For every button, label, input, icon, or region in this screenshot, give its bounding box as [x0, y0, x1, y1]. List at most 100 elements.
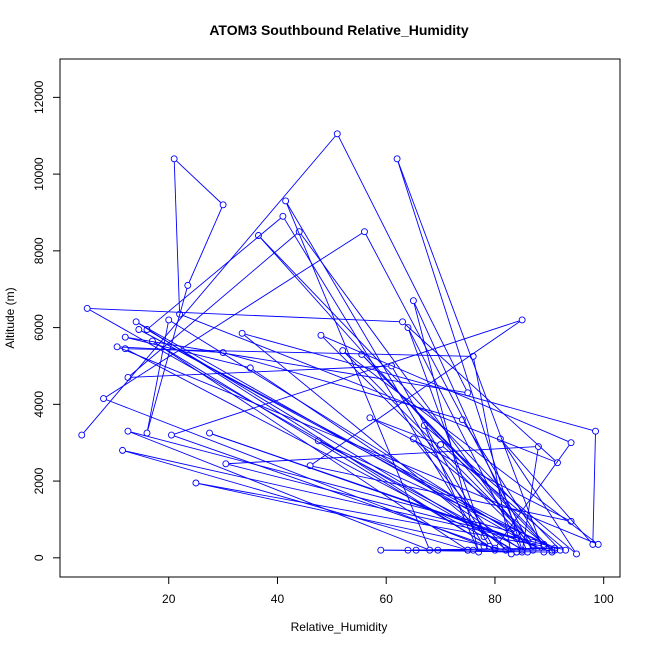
data-point	[143, 429, 151, 437]
data-point	[168, 431, 175, 439]
data-point	[469, 546, 477, 554]
data-point	[409, 435, 417, 443]
series-line-segment	[83, 135, 336, 433]
y-axis-label: Altitude (m)	[3, 287, 17, 348]
series-line-segment	[363, 356, 542, 543]
data-point	[113, 343, 121, 351]
series-line-segment	[120, 346, 220, 353]
data-point	[206, 429, 213, 437]
series-line-segment	[141, 330, 542, 544]
data-point	[567, 517, 575, 525]
data-point	[469, 352, 477, 360]
data-point	[279, 212, 287, 220]
plot-frame	[59, 58, 621, 578]
data-point	[246, 364, 254, 372]
y-axis: 0 2000 4000 6000 8000 10000 12000	[32, 80, 60, 561]
series-line-segment	[171, 321, 542, 551]
data-point	[491, 546, 499, 554]
data-point	[426, 546, 434, 554]
series-line-segment	[463, 422, 543, 544]
data-point	[567, 439, 575, 447]
series-line-segment	[260, 237, 559, 549]
series-line-segment	[149, 218, 281, 328]
data-point	[170, 155, 178, 163]
data-point	[458, 416, 466, 424]
data-point	[388, 362, 396, 370]
data-point	[420, 421, 428, 429]
data-point	[409, 297, 417, 305]
series-line-segment	[182, 314, 555, 462]
y-tick-label: 0	[32, 554, 46, 561]
data-point	[124, 427, 132, 435]
y-tick-label: 12000	[32, 80, 46, 114]
series-line-segment	[105, 233, 363, 398]
series-line-segment	[173, 161, 180, 311]
data-point	[480, 542, 488, 550]
data-point	[480, 533, 488, 541]
series-line-segment	[154, 342, 488, 546]
data-point	[412, 546, 420, 554]
data-point	[496, 435, 504, 443]
data-point	[529, 539, 537, 546]
data-point	[358, 351, 366, 358]
data-point	[361, 228, 368, 236]
series-line-segment	[212, 433, 550, 552]
data-point	[176, 310, 184, 318]
data-point	[404, 546, 412, 554]
data-point	[486, 542, 493, 550]
series-line-segment	[174, 320, 520, 435]
series-line-segment	[414, 303, 527, 550]
data-point	[366, 414, 374, 422]
data-series	[78, 130, 602, 558]
data-point	[513, 548, 521, 556]
x-tick-label: 20	[162, 592, 176, 606]
y-tick-label: 4000	[32, 391, 46, 418]
data-point	[524, 548, 532, 556]
data-point	[592, 427, 599, 435]
data-point	[282, 197, 290, 205]
y-tick-label: 2000	[32, 467, 46, 494]
data-point	[551, 544, 559, 552]
data-point	[184, 281, 192, 289]
series-line-segment	[226, 352, 460, 420]
series-line-segment	[425, 428, 478, 550]
data-point	[393, 155, 401, 163]
series-line-segment	[397, 161, 522, 548]
data-point	[534, 443, 542, 450]
data-point	[551, 546, 559, 554]
data-point	[339, 347, 347, 355]
data-point	[562, 546, 570, 554]
data-point	[143, 326, 151, 333]
y-tick-label: 10000	[32, 157, 46, 191]
series-line-segment	[106, 399, 482, 546]
series-line-segment	[174, 435, 493, 548]
data-point	[295, 228, 303, 236]
data-point	[540, 540, 548, 548]
series-line-segment	[130, 233, 298, 376]
data-point	[121, 333, 129, 341]
data-point	[148, 337, 156, 345]
data-point	[333, 130, 341, 138]
data-point	[238, 329, 246, 337]
data-point	[219, 201, 227, 209]
data-point	[219, 349, 227, 356]
series-line-segment	[176, 160, 222, 203]
series-line-segment	[198, 483, 541, 547]
data-point	[464, 546, 472, 554]
series-line-segment	[188, 207, 223, 283]
data-point	[437, 441, 445, 449]
series-line-segment	[125, 450, 465, 550]
x-tick-label: 80	[488, 592, 502, 606]
series-line-segment	[138, 323, 531, 546]
data-point	[518, 316, 526, 324]
data-point	[135, 326, 143, 333]
series-line-segment	[128, 348, 471, 357]
x-tick-label: 100	[594, 592, 614, 606]
series-line-segment	[244, 335, 510, 553]
data-point	[540, 542, 548, 550]
series-line-segment	[154, 342, 466, 549]
x-tick-label: 40	[271, 592, 285, 606]
data-point	[192, 479, 200, 487]
data-point	[78, 431, 86, 439]
